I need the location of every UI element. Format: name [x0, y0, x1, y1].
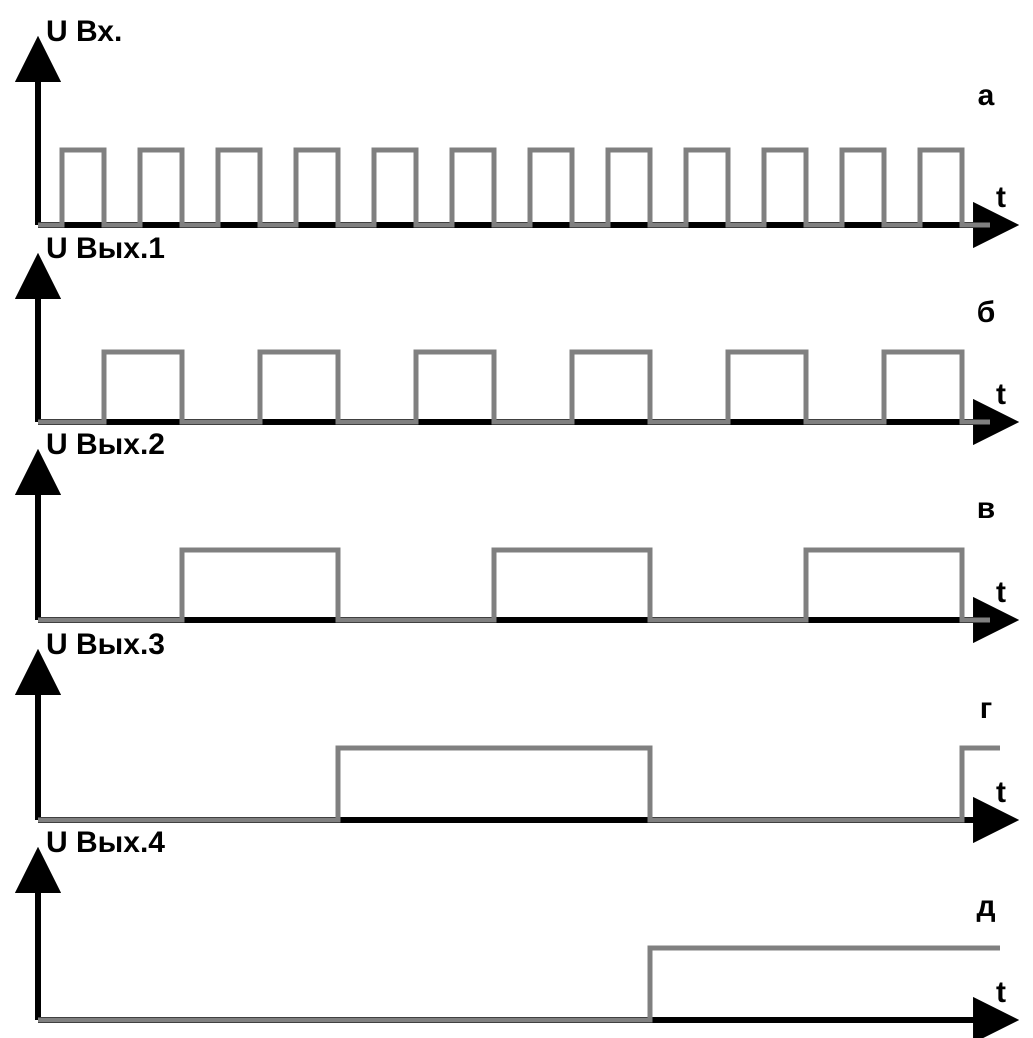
x-axis-label: t: [996, 976, 1006, 1009]
waveform: [38, 150, 990, 225]
waveform: [38, 748, 1000, 820]
timing-diagram: U Вх.аtU Вых.1бtU Вых.2вtU Вых.3гtU Вых.…: [0, 0, 1033, 1038]
x-axis-label: t: [996, 776, 1006, 809]
waveform: [38, 948, 1000, 1020]
panel-letter: б: [977, 296, 996, 329]
x-axis-label: t: [996, 181, 1006, 214]
panel-g: U Вых.3 г t: [38, 628, 1010, 820]
panel-letter: а: [978, 79, 995, 112]
x-axis-label: t: [996, 576, 1006, 609]
y-axis-label: U Вых.4: [46, 826, 165, 859]
panel-a: U Вх. а t: [38, 15, 1010, 225]
x-axis-label: t: [996, 378, 1006, 411]
panel-b: U Вых.1 б t: [38, 232, 1010, 422]
waveform: [38, 550, 990, 620]
panel-letter: д: [976, 890, 995, 923]
waveform: [38, 352, 990, 422]
panel-letter: г: [980, 692, 993, 725]
y-axis-label: U Вых.2: [46, 428, 165, 461]
panel-v: U Вых.2 в t: [38, 428, 1010, 620]
y-axis-label: U Вх.: [46, 15, 122, 48]
y-axis-label: U Вых.1: [46, 232, 165, 265]
panel-letter: в: [977, 492, 995, 525]
panel-d: U Вых.4 д t: [38, 826, 1010, 1020]
y-axis-label: U Вых.3: [46, 628, 165, 661]
